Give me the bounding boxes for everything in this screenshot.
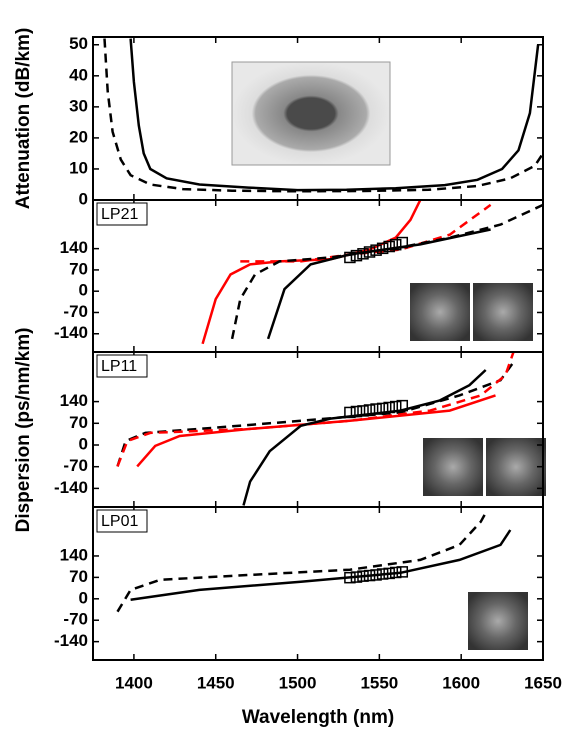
data-point <box>396 399 409 412</box>
data-point <box>383 567 395 580</box>
series-line <box>116 509 489 613</box>
series-line <box>136 394 496 468</box>
panel-label-box <box>96 509 148 533</box>
mode-image <box>473 283 533 341</box>
y-tick-label: 20 <box>69 127 88 146</box>
data-point <box>363 569 376 582</box>
y-axis-label: Dispersion (ps/nm/km) <box>13 328 34 533</box>
x-tick-label: 1500 <box>279 673 317 692</box>
y-tick-label: -140 <box>54 478 88 497</box>
data-point <box>370 569 382 581</box>
y-axis-label: Attenuation (dB/km) <box>13 28 34 210</box>
series-line <box>130 529 512 601</box>
y-tick-label: 140 <box>60 238 88 257</box>
y-tick-label: 70 <box>69 259 88 278</box>
data-point <box>376 402 389 415</box>
y-tick-label: 30 <box>69 96 88 115</box>
y-tick-label: 0 <box>79 588 88 607</box>
data-point <box>344 571 356 584</box>
data-point <box>363 246 376 258</box>
mode-image <box>468 592 528 650</box>
data-point <box>396 236 409 249</box>
x-tick-label: 1650 <box>524 673 562 692</box>
panel-label: LP11 <box>101 358 137 375</box>
y-tick-label: 50 <box>69 34 88 53</box>
data-point <box>357 570 369 582</box>
data-point <box>383 401 395 414</box>
y-tick-label: 10 <box>69 158 88 177</box>
y-tick-label: -70 <box>63 456 88 475</box>
x-tick-label: 1450 <box>197 673 235 692</box>
data-point <box>350 405 363 418</box>
data-point <box>344 406 356 419</box>
data-point <box>370 403 382 415</box>
y-tick-label: 40 <box>69 65 88 84</box>
series-line <box>116 352 515 467</box>
series-line <box>129 38 540 192</box>
y-tick-label: 0 <box>79 281 88 300</box>
x-tick-label: 1550 <box>360 673 398 692</box>
y-tick-label: -140 <box>54 631 88 650</box>
series-line <box>242 369 487 506</box>
data-point <box>389 238 402 251</box>
y-tick-label: 140 <box>60 391 88 410</box>
data-point <box>357 248 369 260</box>
series-line <box>266 228 491 340</box>
y-tick-label: 140 <box>60 545 88 564</box>
mode-image <box>410 283 470 341</box>
mode-image <box>423 438 483 496</box>
x-tick-label: 1400 <box>115 673 153 692</box>
y-tick-label: 0 <box>79 189 88 208</box>
data-point <box>376 242 389 255</box>
y-tick-label: -140 <box>54 323 88 342</box>
data-point <box>383 240 395 253</box>
panel-label-box <box>96 202 148 226</box>
panel-label: LP01 <box>101 513 138 530</box>
sem-image <box>231 61 391 166</box>
mode-image <box>486 438 546 496</box>
data-point <box>396 566 409 578</box>
insets <box>231 61 546 650</box>
y-tick-label: 70 <box>69 413 88 432</box>
data-point <box>350 249 363 262</box>
x-axis-label: Wavelength (nm) <box>242 707 394 728</box>
panel-label-box <box>96 354 148 378</box>
data-point <box>357 405 369 417</box>
data-point <box>389 566 402 579</box>
data-point <box>370 244 382 256</box>
y-tick-label: -70 <box>63 610 88 629</box>
data-point <box>376 568 389 580</box>
data-point <box>344 251 356 264</box>
data-point <box>350 571 363 583</box>
data-point <box>363 404 376 416</box>
y-tick-label: -70 <box>63 302 88 321</box>
series-line <box>103 38 543 193</box>
plot-frame <box>92 506 544 661</box>
data-point <box>389 400 402 413</box>
y-tick-label: 0 <box>79 434 88 453</box>
y-tick-label: 70 <box>69 567 88 586</box>
x-tick-label: 1600 <box>442 673 480 692</box>
series-line <box>230 203 543 340</box>
panel-label: LP21 <box>101 206 138 223</box>
